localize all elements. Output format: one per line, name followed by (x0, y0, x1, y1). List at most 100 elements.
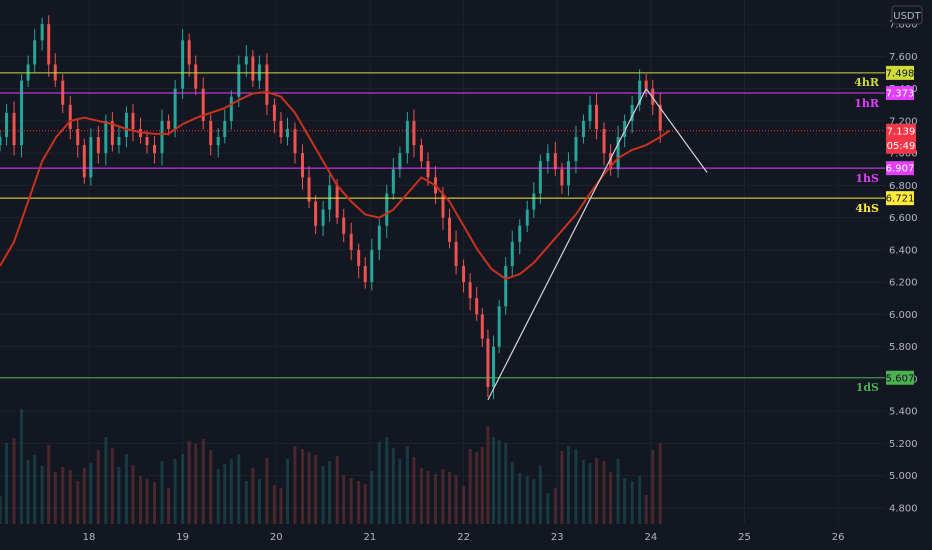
candle (377, 219, 381, 261)
time-axis-ticks: 18 19 20 21 22 23 24 25 26 (83, 532, 845, 543)
volume-bars (0, 409, 662, 524)
volume-bar (638, 476, 642, 524)
price-tick-label: 6.000 (889, 310, 918, 321)
candle (33, 29, 37, 73)
svg-text:5.607: 5.607 (886, 373, 915, 384)
volume-bar (538, 466, 542, 524)
volume-bar (448, 472, 452, 524)
volume-bar (110, 448, 114, 524)
level-badge-1hR: 7.373 (886, 86, 914, 101)
volume-bar (237, 454, 241, 524)
candle (272, 98, 276, 134)
price-tick-label: 4.800 (889, 503, 918, 514)
candle (486, 329, 490, 398)
volume-bar (525, 476, 529, 524)
volume-bar (398, 459, 402, 524)
candle (363, 257, 367, 289)
volume-bar (314, 455, 318, 524)
volume-bar (53, 472, 57, 524)
candle (314, 195, 318, 235)
level-name-1hS: 1hS (855, 172, 879, 185)
currency-button[interactable]: USDT (891, 5, 923, 25)
price-tick-label: 6.600 (889, 213, 918, 224)
candle (609, 144, 613, 176)
volume-bar (104, 437, 108, 524)
volume-bar (480, 447, 484, 524)
trend-line (645, 88, 708, 173)
volume-bar (644, 495, 648, 524)
volume-bar (201, 439, 205, 524)
trend-line (487, 88, 647, 401)
candle (454, 230, 458, 275)
volume-bar (363, 484, 367, 524)
current-price-label: 7.139 (887, 126, 916, 137)
price-axis[interactable] (885, 0, 932, 550)
time-axis[interactable] (0, 524, 932, 550)
price-tick-label: 7.600 (889, 52, 918, 63)
candle (497, 299, 501, 354)
volume-bar (553, 488, 557, 524)
candle (412, 109, 416, 158)
time-tick-label: 23 (551, 532, 564, 543)
level-badge-4hS: 6.721 (886, 191, 915, 206)
volume-bar (630, 481, 634, 524)
time-tick-label: 25 (738, 532, 751, 543)
candle (20, 74, 24, 158)
price-tick-label: 5.800 (889, 342, 918, 353)
level-name-4hR: 4hR (854, 76, 880, 89)
candle (480, 307, 484, 347)
volume-bar (504, 443, 508, 524)
volume-bar (251, 468, 255, 524)
volume-bar (441, 469, 445, 524)
volume-bar (173, 459, 177, 524)
volume-bar (124, 454, 128, 524)
candle (131, 103, 135, 142)
volume-bar (257, 479, 261, 524)
candle (12, 101, 16, 156)
volume-bar (328, 461, 332, 524)
volume-bar (651, 450, 655, 524)
candle (286, 117, 290, 146)
candle (0, 130, 2, 152)
candle (385, 184, 389, 238)
time-tick-label: 22 (457, 532, 470, 543)
countdown-label: 05:49 (887, 141, 916, 152)
volume-bar (40, 466, 44, 524)
candle (398, 146, 402, 178)
candle (124, 106, 128, 148)
price-tick-label: 5.400 (889, 407, 918, 418)
price-tick-label: 7.800 (889, 20, 918, 31)
volume-bar (61, 467, 65, 524)
candle (644, 74, 648, 98)
volume-bar (486, 426, 490, 524)
time-tick-label: 20 (270, 532, 283, 543)
candle (145, 130, 149, 154)
volume-bar (265, 458, 269, 524)
volume-bar (194, 444, 198, 524)
current-price-badge: 7.139 05:49 (886, 123, 916, 154)
candle (187, 33, 191, 77)
volume-bar (187, 441, 191, 524)
volume-bar (391, 448, 395, 524)
candle (167, 114, 171, 136)
candle (300, 144, 304, 190)
candle (391, 158, 395, 200)
time-tick-label: 19 (176, 532, 189, 543)
candle (616, 125, 620, 178)
candle (153, 136, 157, 164)
candle (574, 125, 578, 174)
candle (293, 122, 297, 164)
time-tick-label: 18 (83, 532, 96, 543)
svg-text:6.721: 6.721 (886, 194, 915, 205)
candle (194, 55, 198, 96)
volume-bar (96, 450, 100, 524)
volume-bar (377, 442, 381, 524)
volume-bar (566, 446, 570, 524)
volume-bar (131, 465, 135, 524)
volume-bar (349, 478, 353, 524)
volume-bar (229, 459, 233, 524)
volume-bar (518, 473, 522, 524)
time-tick-label: 24 (645, 532, 658, 543)
volume-bar (468, 449, 472, 524)
